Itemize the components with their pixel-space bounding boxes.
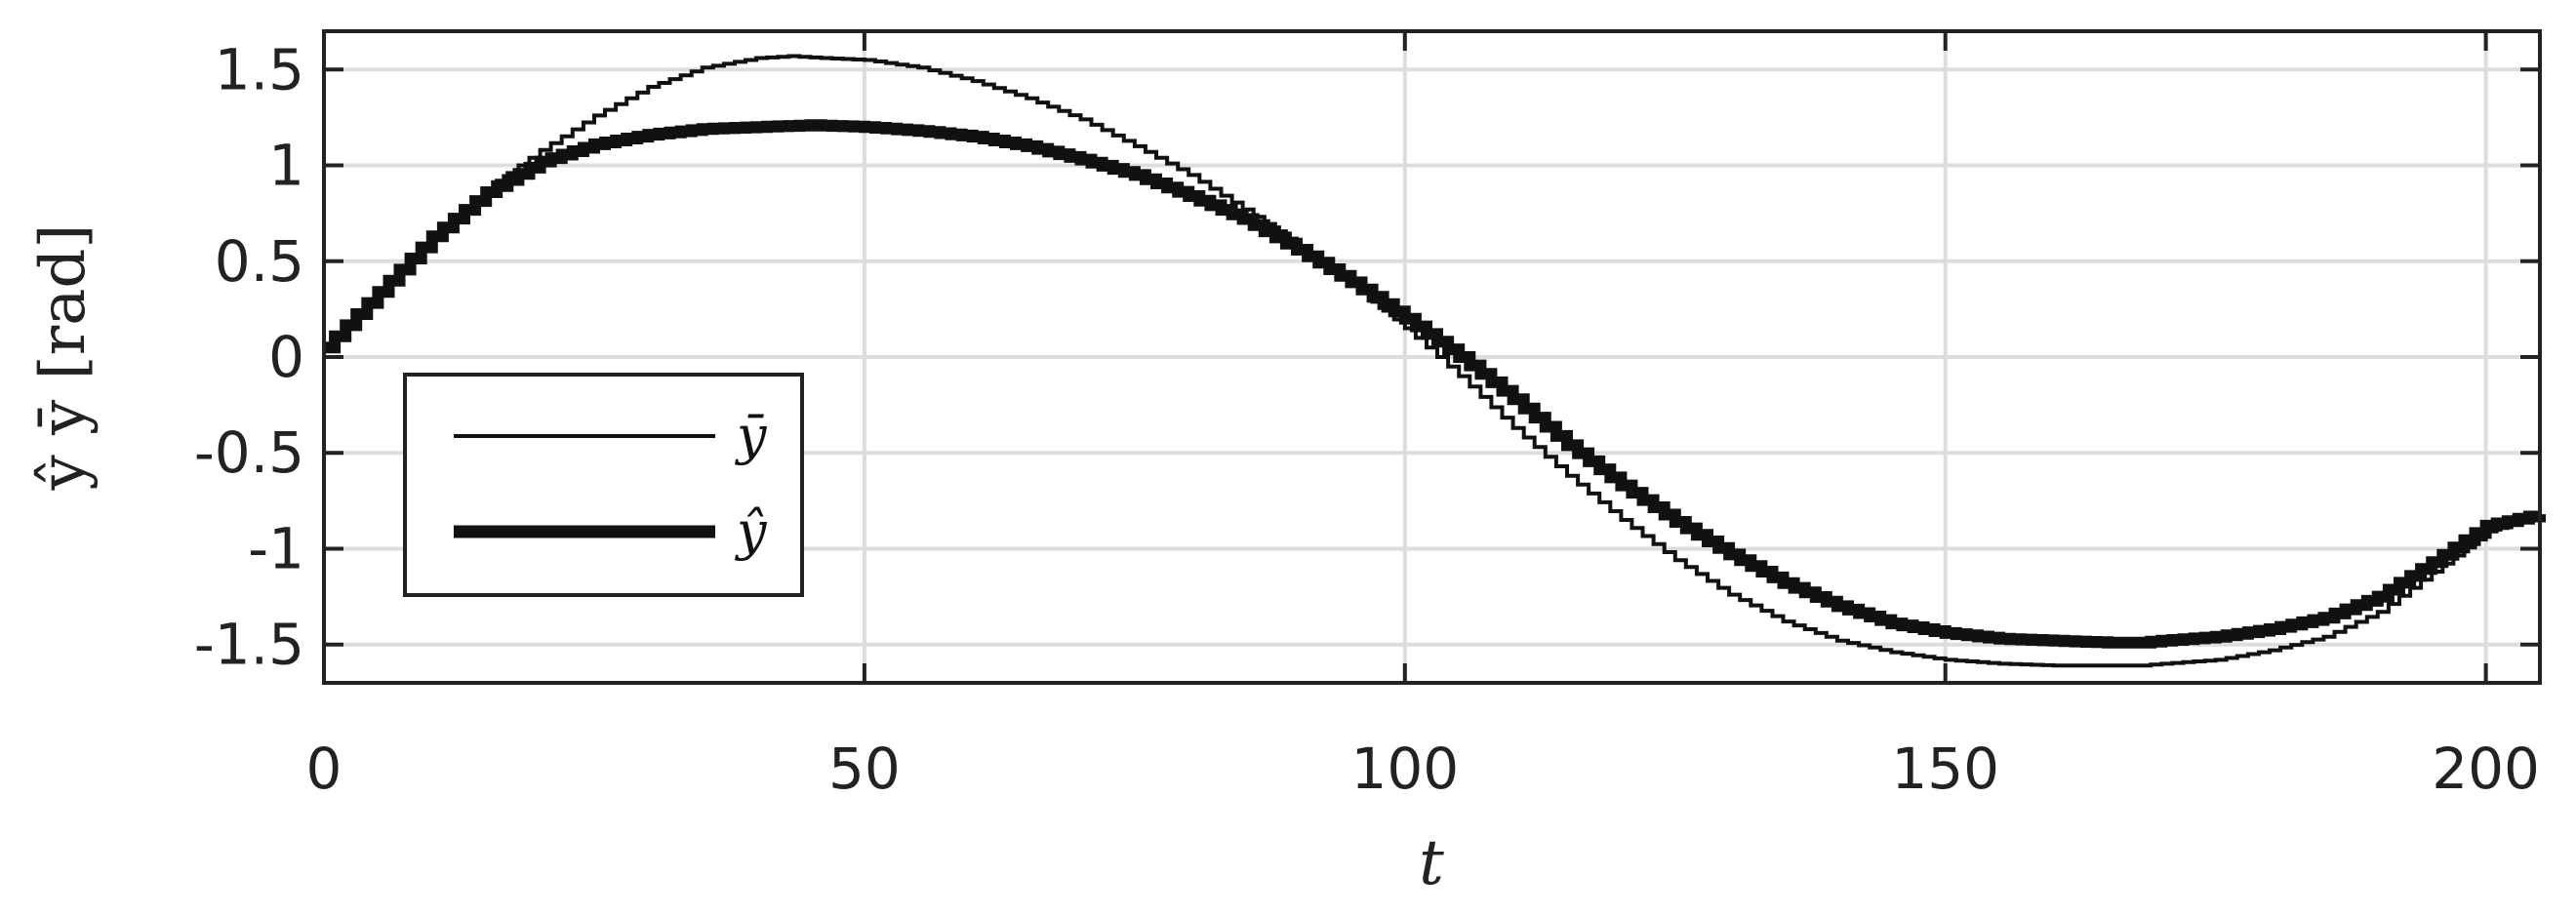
x-tick-label: 0: [306, 736, 342, 802]
plot-frame: [322, 29, 2542, 685]
x-tick-label: 200: [2432, 736, 2540, 802]
y-tick-label: 1: [268, 133, 304, 199]
legend-box: [403, 373, 804, 597]
x-tick-label: 150: [1891, 736, 1999, 802]
x-axis-title: t: [1419, 827, 1444, 899]
series-layer: [324, 54, 2546, 668]
y-axis-title: ŷ ȳ [rad]: [27, 224, 100, 492]
y-tick-label: 0.5: [215, 228, 304, 295]
y-tick-label: -0.5: [194, 419, 304, 486]
y-tick-label: -1: [248, 515, 304, 581]
x-tick-label: 100: [1350, 736, 1459, 802]
y-tick-label: 0: [268, 324, 304, 390]
legend-label-y-hat: ŷ: [735, 500, 768, 562]
legend-label-y-bar: ȳ: [735, 405, 768, 466]
y-tick-label: -1.5: [194, 612, 304, 678]
legend: ȳ ŷ: [403, 373, 804, 597]
tick-labels: 0 50 100 150 200 1.5 1 0.5 0 -0.5 -1 -1.5: [194, 36, 2540, 802]
x-tick-label: 50: [828, 736, 901, 802]
y-tick-label: 1.5: [215, 36, 304, 102]
series-line-y-hat: [324, 119, 2546, 649]
